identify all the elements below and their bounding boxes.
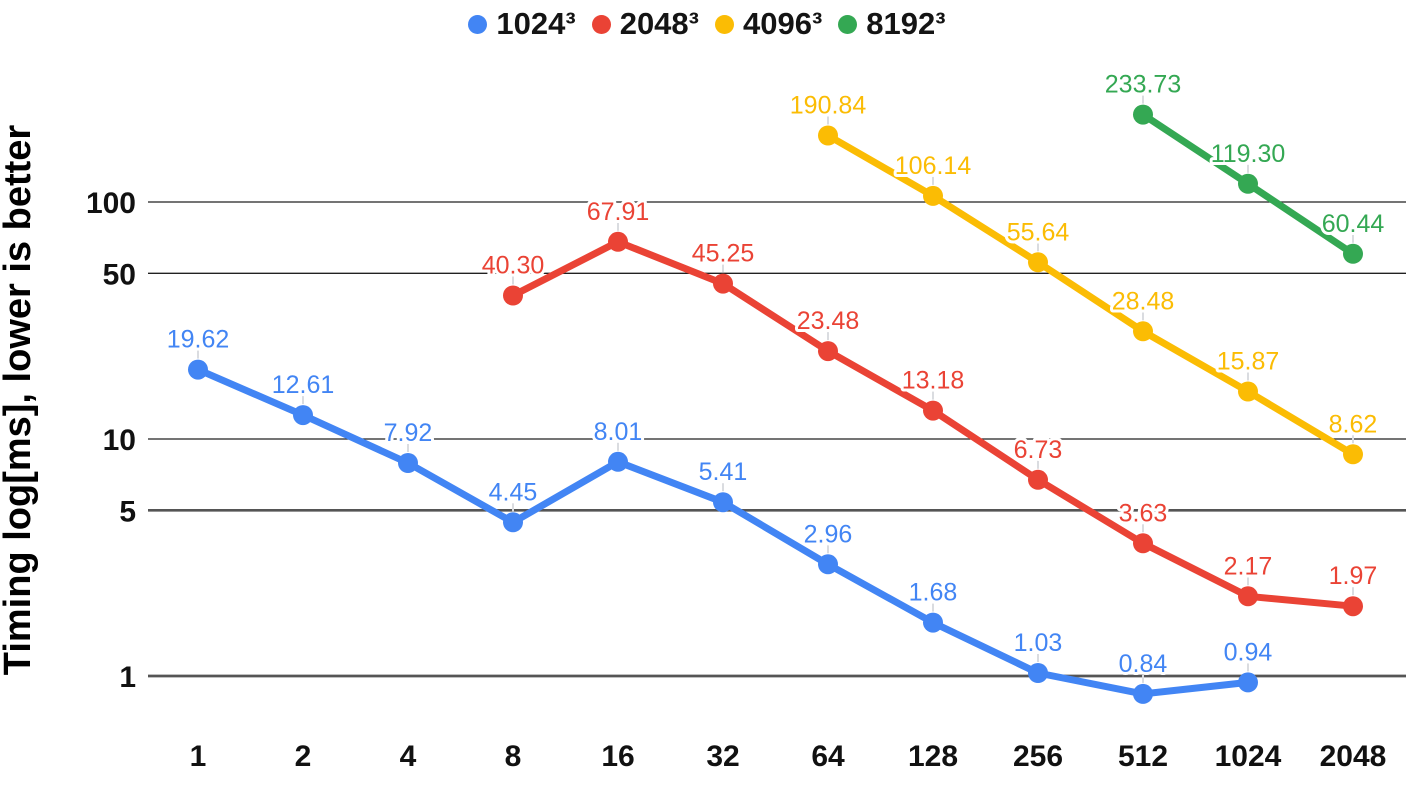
data-point	[1133, 104, 1153, 125]
data-point-label: 28.48	[1112, 287, 1175, 315]
data-point	[923, 185, 943, 206]
legend-item-2048³: 2048³	[591, 6, 699, 42]
y-tick-label: 100	[86, 187, 136, 220]
legend-item-4096³: 4096³	[715, 6, 822, 42]
data-point	[1238, 173, 1258, 194]
data-point	[1028, 663, 1048, 683]
x-tick-label: 512	[1118, 740, 1168, 773]
data-point	[503, 285, 523, 306]
x-tick-label: 256	[1013, 740, 1063, 773]
x-tick-label: 2048	[1320, 740, 1387, 773]
legend-dot	[838, 14, 858, 34]
legend-item-8192³: 8192³	[838, 6, 946, 42]
x-tick-label: 16	[601, 740, 634, 773]
x-tick-label: 4	[400, 740, 417, 773]
data-point	[1028, 252, 1048, 273]
x-tick-label: 1	[190, 740, 207, 773]
x-tick-label: 1024	[1215, 740, 1282, 773]
chart-legend: 1024³ 2048³ 4096³ 8192³	[0, 6, 1414, 42]
x-tick-label: 64	[811, 740, 845, 773]
data-point	[1343, 243, 1363, 264]
data-point	[713, 273, 733, 294]
data-point-label: 19.62	[167, 326, 230, 354]
data-point	[923, 612, 943, 633]
data-point-label: 8.62	[1329, 410, 1378, 438]
data-point-label: 2.17	[1224, 552, 1273, 580]
legend-dot	[468, 14, 488, 34]
y-tick-label: 50	[103, 258, 136, 291]
data-point	[1133, 321, 1153, 342]
data-point	[398, 453, 418, 473]
data-point-label: 7.92	[384, 419, 433, 447]
y-tick-label: 1	[119, 661, 136, 694]
data-point	[1238, 586, 1258, 607]
data-point-label: 2.96	[804, 520, 853, 548]
data-point-label: 55.64	[1007, 218, 1070, 246]
data-point-label: 13.18	[902, 367, 965, 395]
data-point	[818, 125, 838, 146]
x-tick-label: 128	[908, 740, 958, 773]
data-point	[503, 512, 523, 533]
series-line-1024³	[194, 366, 1252, 698]
data-point-label: 8.01	[594, 418, 643, 446]
legend-label: 1024³	[496, 6, 576, 41]
data-point-label: 15.87	[1217, 348, 1280, 376]
data-point-label: 190.84	[790, 92, 867, 120]
data-point-label: 67.91	[587, 198, 650, 226]
legend-label: 4096³	[743, 6, 823, 41]
data-point-label: 0.94	[1224, 638, 1273, 666]
y-tick-label: 5	[119, 495, 136, 528]
data-point	[818, 341, 838, 362]
data-point	[1133, 533, 1153, 554]
data-point	[1238, 381, 1258, 402]
data-point-label: 45.25	[692, 240, 755, 268]
data-point-label: 23.48	[797, 307, 860, 335]
data-point-label: 4.45	[489, 478, 538, 506]
x-tick-label: 32	[706, 740, 739, 773]
legend-item-1024³: 1024³	[468, 6, 576, 42]
x-tick-label: 8	[505, 740, 522, 773]
data-point-label: 233.73	[1105, 71, 1181, 99]
legend-dot	[591, 14, 611, 34]
legend-label: 2048³	[619, 6, 699, 41]
legend-dot	[715, 14, 734, 34]
data-point	[818, 554, 838, 575]
data-point-label: 1.68	[909, 579, 958, 607]
data-point-label: 1.03	[1014, 629, 1063, 657]
data-point-label: 5.41	[699, 458, 748, 486]
data-point-label: 106.14	[895, 152, 972, 180]
data-point	[608, 231, 628, 252]
data-point	[713, 492, 733, 513]
data-point-label: 40.30	[482, 252, 545, 280]
data-point-label: 3.63	[1119, 499, 1168, 527]
data-point	[923, 400, 943, 421]
data-point-label: 1.97	[1329, 562, 1378, 590]
data-point-label: 6.73	[1014, 436, 1063, 464]
data-point	[1343, 444, 1363, 465]
data-point	[1238, 672, 1258, 693]
y-tick-label: 10	[103, 424, 136, 457]
data-point	[293, 405, 313, 426]
data-point	[1133, 683, 1153, 704]
series-line-4096³	[824, 132, 1357, 458]
x-tick-label: 2	[295, 740, 312, 773]
data-point-label: 0.84	[1119, 650, 1168, 678]
data-point	[188, 359, 208, 380]
data-point	[1028, 469, 1048, 490]
data-point-label: 119.30	[1211, 140, 1286, 168]
data-point	[1343, 596, 1363, 617]
data-point-label: 60.44	[1322, 210, 1385, 238]
legend-label: 8192³	[866, 6, 946, 41]
y-axis-title: Timing log[ms], lower is better	[0, 125, 39, 676]
data-point-label: 12.61	[272, 371, 335, 399]
data-point	[608, 451, 628, 472]
